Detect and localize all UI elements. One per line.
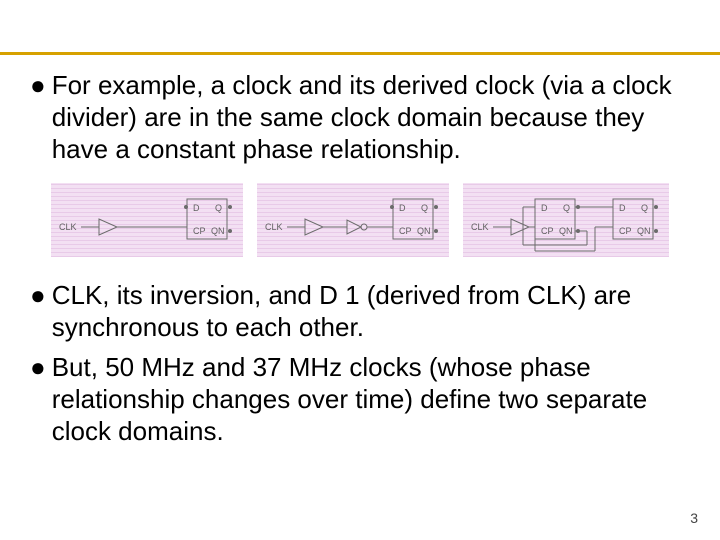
- svg-text:CP: CP: [399, 226, 412, 236]
- bullet-1: ● For example, a clock and its derived c…: [30, 69, 690, 165]
- bullet-3-text: But, 50 MHz and 37 MHz clocks (whose pha…: [52, 351, 690, 447]
- svg-text:CLK: CLK: [471, 222, 489, 232]
- clock-diagram-2: CLK D Q CP QN: [257, 183, 449, 257]
- svg-text:QN: QN: [637, 226, 651, 236]
- bullet-2-text: CLK, its inversion, and D 1 (derived fro…: [52, 279, 690, 343]
- bullet-marker-icon: ●: [30, 352, 46, 382]
- bullet-marker-icon: ●: [30, 280, 46, 310]
- clock-diagram-1: CLK D Q CP QN: [51, 183, 243, 257]
- clock-diagram-3: CLK D Q CP QN D Q CP QN: [463, 183, 669, 257]
- bullet-3: ● But, 50 MHz and 37 MHz clocks (whose p…: [30, 351, 690, 447]
- svg-text:Q: Q: [421, 203, 428, 213]
- svg-text:D: D: [399, 203, 406, 213]
- svg-text:QN: QN: [559, 226, 573, 236]
- svg-text:QN: QN: [417, 226, 431, 236]
- page-number: 3: [690, 510, 698, 526]
- slide-content: ● For example, a clock and its derived c…: [0, 55, 720, 447]
- bullet-marker-icon: ●: [30, 70, 46, 100]
- svg-text:CLK: CLK: [265, 222, 283, 232]
- svg-text:QN: QN: [211, 226, 225, 236]
- bullet-2: ● CLK, its inversion, and D 1 (derived f…: [30, 279, 690, 343]
- svg-text:CP: CP: [193, 226, 206, 236]
- top-spacer: [0, 0, 720, 52]
- svg-text:CLK: CLK: [59, 222, 77, 232]
- svg-text:CP: CP: [541, 226, 554, 236]
- svg-text:D: D: [619, 203, 626, 213]
- svg-text:D: D: [193, 203, 200, 213]
- svg-text:Q: Q: [215, 203, 222, 213]
- svg-text:D: D: [541, 203, 548, 213]
- svg-text:Q: Q: [563, 203, 570, 213]
- svg-text:Q: Q: [641, 203, 648, 213]
- diagram-row: CLK D Q CP QN CLK D Q CP QN CLK D Q CP Q…: [30, 183, 690, 257]
- svg-text:CP: CP: [619, 226, 632, 236]
- bullet-1-text: For example, a clock and its derived clo…: [52, 69, 690, 165]
